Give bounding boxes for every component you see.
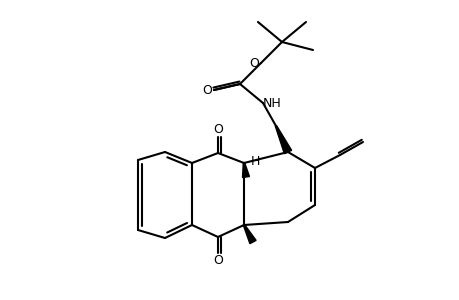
Polygon shape xyxy=(275,126,291,154)
Text: O: O xyxy=(202,83,212,97)
Polygon shape xyxy=(242,163,249,178)
Polygon shape xyxy=(243,225,256,244)
Text: NH: NH xyxy=(262,97,281,110)
Text: O: O xyxy=(213,122,223,136)
Text: O: O xyxy=(213,254,223,268)
Text: O: O xyxy=(248,56,258,70)
Text: H: H xyxy=(250,154,259,167)
